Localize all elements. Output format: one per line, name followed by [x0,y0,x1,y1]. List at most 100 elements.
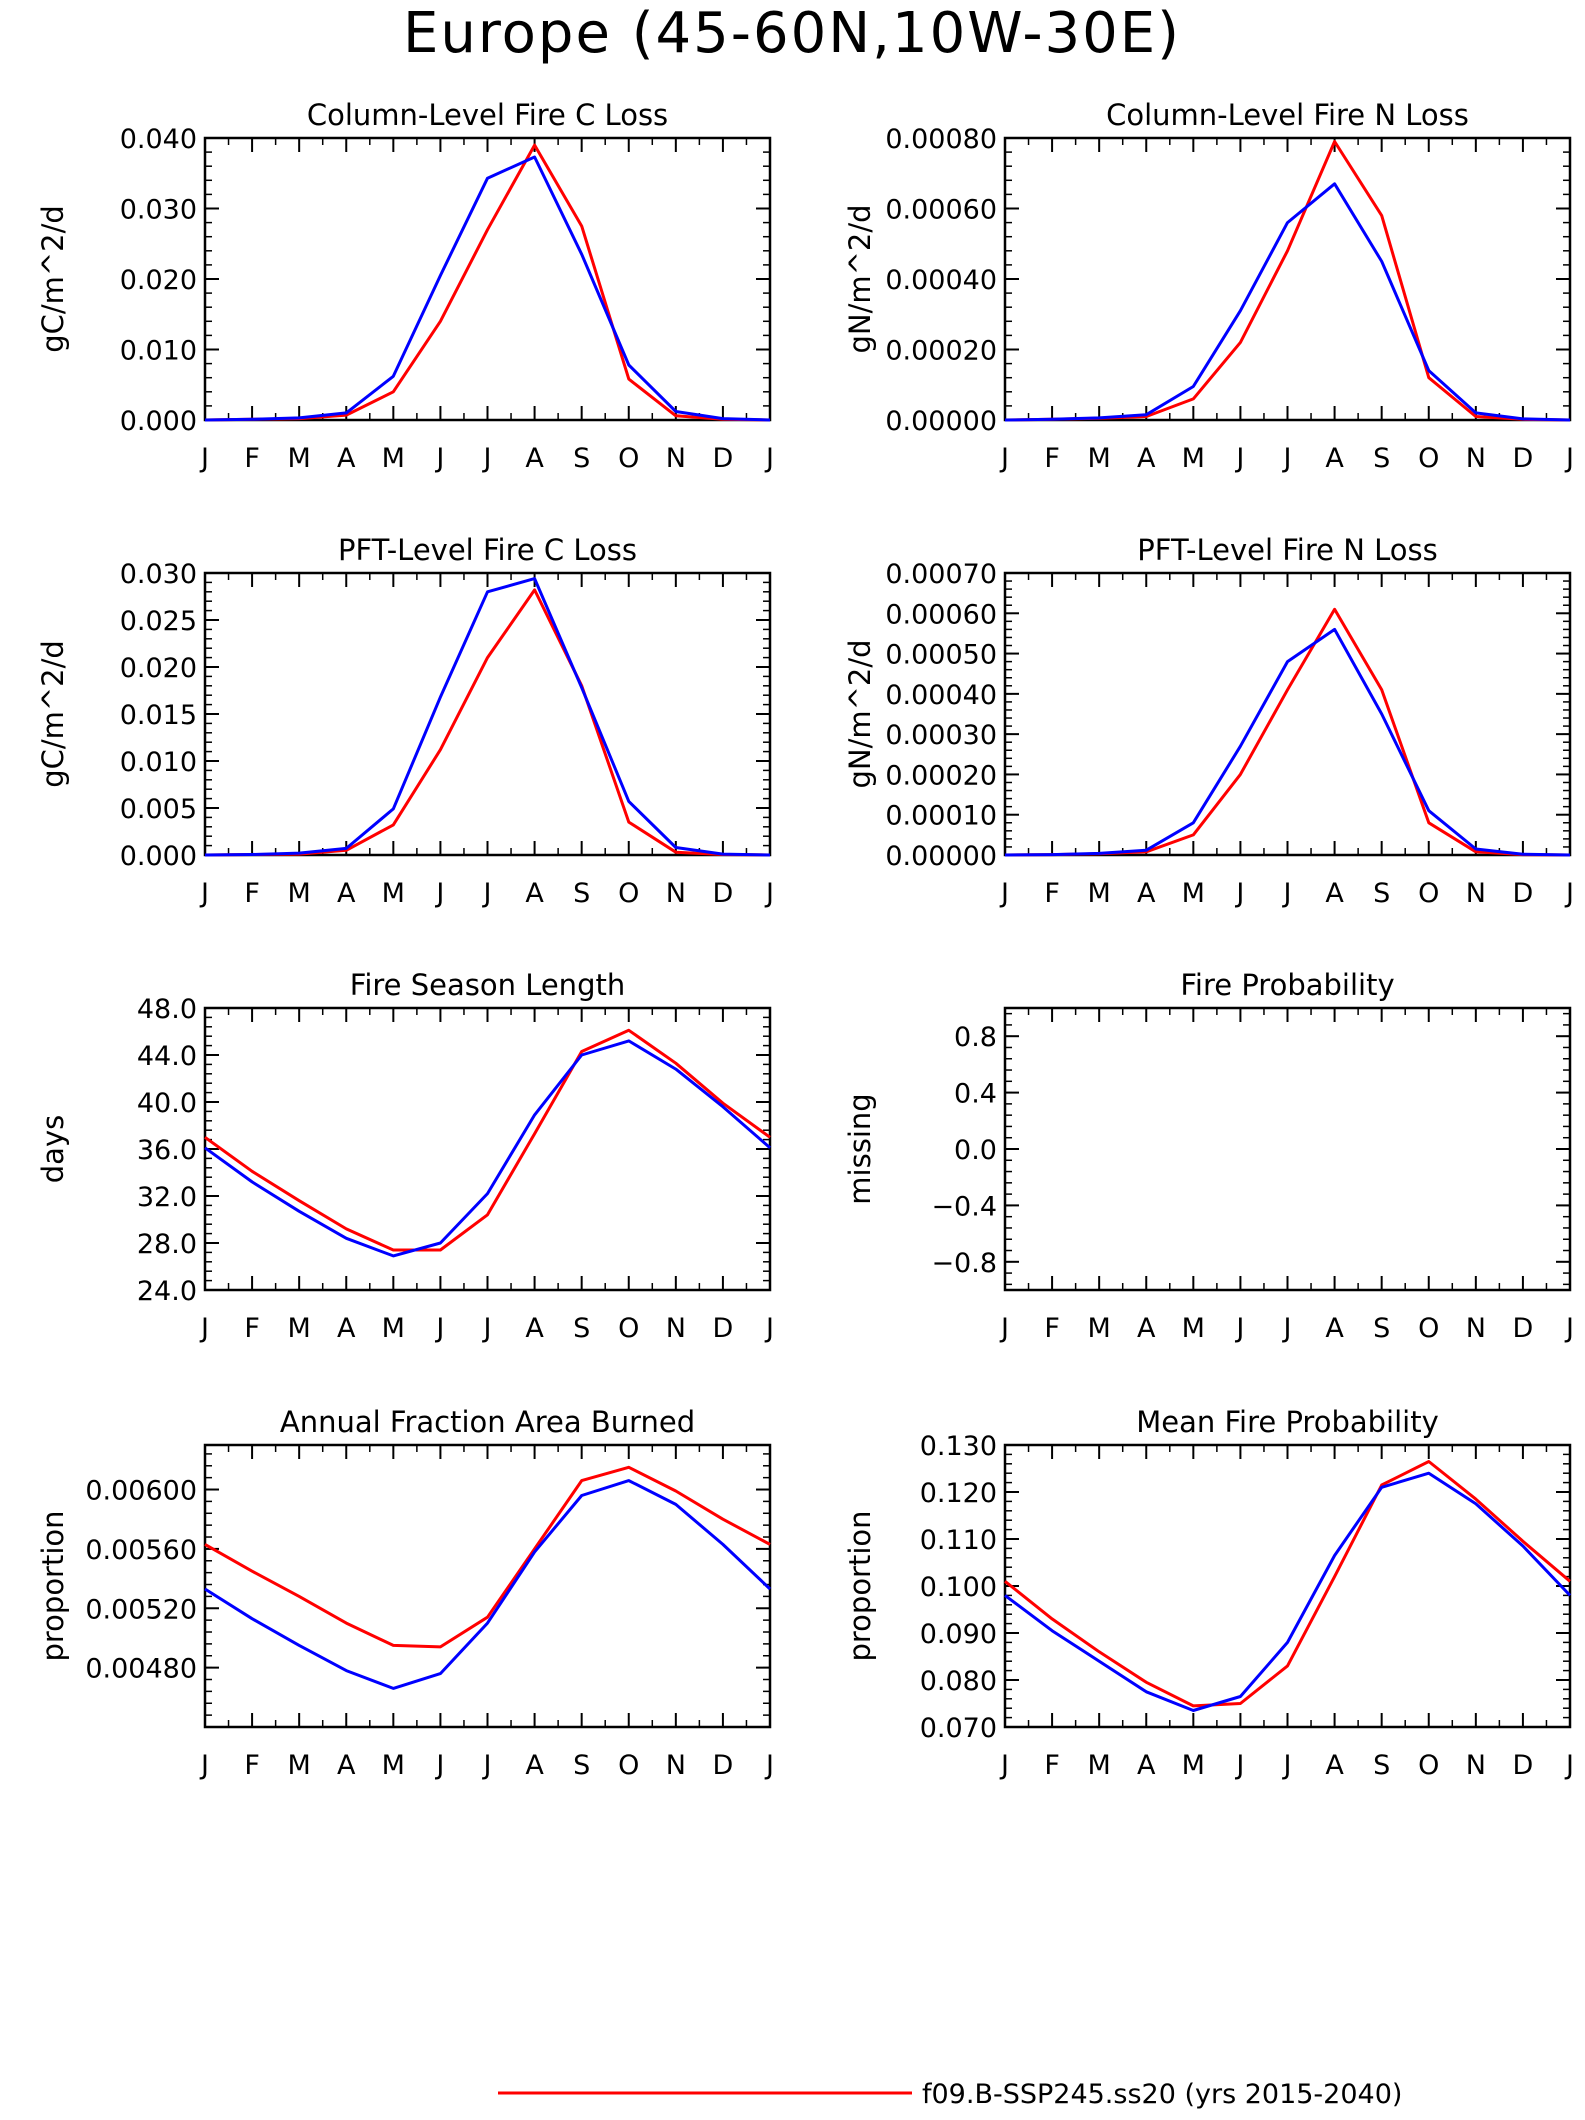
x-tick-label: S [1373,878,1390,909]
x-tick-label: J [1564,878,1574,909]
y-axis-label: missing [843,1093,877,1204]
x-tick-label: J [199,1313,209,1344]
chart-title: Mean Fire Probability [1136,1405,1439,1439]
y-tick-label: 0.00480 [85,1654,197,1685]
y-tick-label: 44.0 [137,1041,197,1072]
y-tick-label: 0.00060 [885,195,997,226]
x-tick-label: O [1418,443,1439,474]
y-axis-label: gC/m^2/d [36,640,70,788]
x-tick-label: N [1466,443,1486,474]
x-tick-label: M [1088,1313,1111,1344]
chart-panel-5: J F M A M J J A S O N D J24.028.032.036.040.044.048.… [36,968,774,1344]
x-tick-label: A [525,443,544,474]
x-tick-label: M [288,878,311,909]
x-tick-label: J [1282,878,1292,909]
x-tick-label: N [1466,1750,1486,1781]
series-line-1 [204,588,771,857]
x-tick-label: N [666,878,686,909]
chart-panel-8: J F M A M J J A S O N D J0.0700.0800.0900.1000.1100.… [843,1405,1574,1781]
y-tick-label: 0.030 [120,195,197,226]
x-tick-label: S [573,1313,590,1344]
x-tick-label: J [434,443,444,474]
x-tick-label: D [1513,1750,1534,1781]
x-tick-label: J [482,878,492,909]
x-tick-label: J [764,878,774,909]
x-tick-label: A [1325,878,1344,909]
x-tick-label: J [999,1313,1009,1344]
y-axis-label: proportion [36,1510,70,1661]
y-tick-label: 0.110 [920,1525,997,1556]
y-tick-label: 0.070 [920,1713,997,1744]
x-tick-label: A [525,878,544,909]
y-tick-label: 32.0 [137,1182,197,1213]
x-tick-label: S [573,1750,590,1781]
series-line-2 [204,1039,771,1258]
series-line-1 [204,1465,771,1649]
plot-frame [203,1006,772,1292]
y-tick-label: 0.00020 [885,336,997,367]
chart-title: Column-Level Fire C Loss [307,98,668,132]
x-tick-label: J [199,1750,209,1781]
series-line-2 [204,155,771,422]
y-tick-label: 0.00520 [85,1594,197,1625]
chart-title: Annual Fraction Area Burned [280,1405,695,1439]
x-tick-label: F [244,878,260,909]
y-tick-label: 0.00000 [885,841,997,872]
y-tick-label: 0.040 [120,124,197,155]
y-tick-label: 0.030 [120,559,197,590]
y-tick-label: 0.00060 [885,599,997,630]
y-tick-label: 0.4 [954,1079,997,1110]
y-axis-label: gN/m^2/d [843,204,877,353]
x-tick-label: M [288,1750,311,1781]
x-tick-label: M [1088,878,1111,909]
x-tick-label: M [1182,878,1205,909]
x-tick-label: A [1137,1750,1156,1781]
x-tick-label: J [1234,1313,1244,1344]
x-tick-label: F [244,1750,260,1781]
chart-title: Fire Season Length [350,968,625,1002]
chart-title: PFT-Level Fire N Loss [1137,533,1437,567]
y-tick-label: 0.000 [120,406,197,437]
y-tick-label: 0.00070 [885,559,997,590]
y-tick-label: 28.0 [137,1229,197,1260]
x-tick-label: J [764,1750,774,1781]
x-tick-label: F [244,1313,260,1344]
y-axis-label: proportion [843,1510,877,1661]
x-tick-label: M [288,1313,311,1344]
y-tick-label: −0.8 [931,1248,997,1279]
x-tick-label: M [382,443,405,474]
y-tick-label: 0.00040 [885,265,997,296]
y-tick-label: 0.00010 [885,801,997,832]
x-tick-label: S [1373,1313,1390,1344]
x-tick-label: J [482,1313,492,1344]
plot-frame [1003,136,1572,422]
x-tick-label: A [337,878,356,909]
x-tick-label: M [382,878,405,909]
x-tick-label: A [525,1313,544,1344]
x-tick-label: O [1418,1750,1439,1781]
x-tick-label: J [434,1750,444,1781]
plot-frame [203,1443,772,1729]
x-tick-label: J [199,443,209,474]
x-tick-label: S [1373,1750,1390,1781]
x-tick-label: J [999,443,1009,474]
x-tick-label: A [337,1313,356,1344]
series-line-2 [1004,1471,1572,1712]
x-tick-label: J [1234,878,1244,909]
series-line-2 [204,577,771,857]
series-line-2 [204,1479,772,1690]
x-tick-label: A [337,1750,356,1781]
y-tick-label: 0.120 [920,1478,997,1509]
x-tick-label: J [482,1750,492,1781]
x-tick-label: J [434,878,444,909]
chart-title: PFT-Level Fire C Loss [338,533,637,567]
x-tick-label: M [1182,443,1205,474]
x-tick-label: D [713,443,734,474]
x-tick-label: O [618,1313,639,1344]
panels: J F M A M J J A S O N D J0.0000.0100.0200.0300.040Co… [36,98,1574,1781]
x-tick-label: S [573,878,590,909]
y-tick-label: 0.00600 [85,1476,197,1507]
y-tick-label: 0.00020 [885,760,997,791]
x-tick-label: A [1325,443,1344,474]
x-tick-label: J [1564,443,1574,474]
